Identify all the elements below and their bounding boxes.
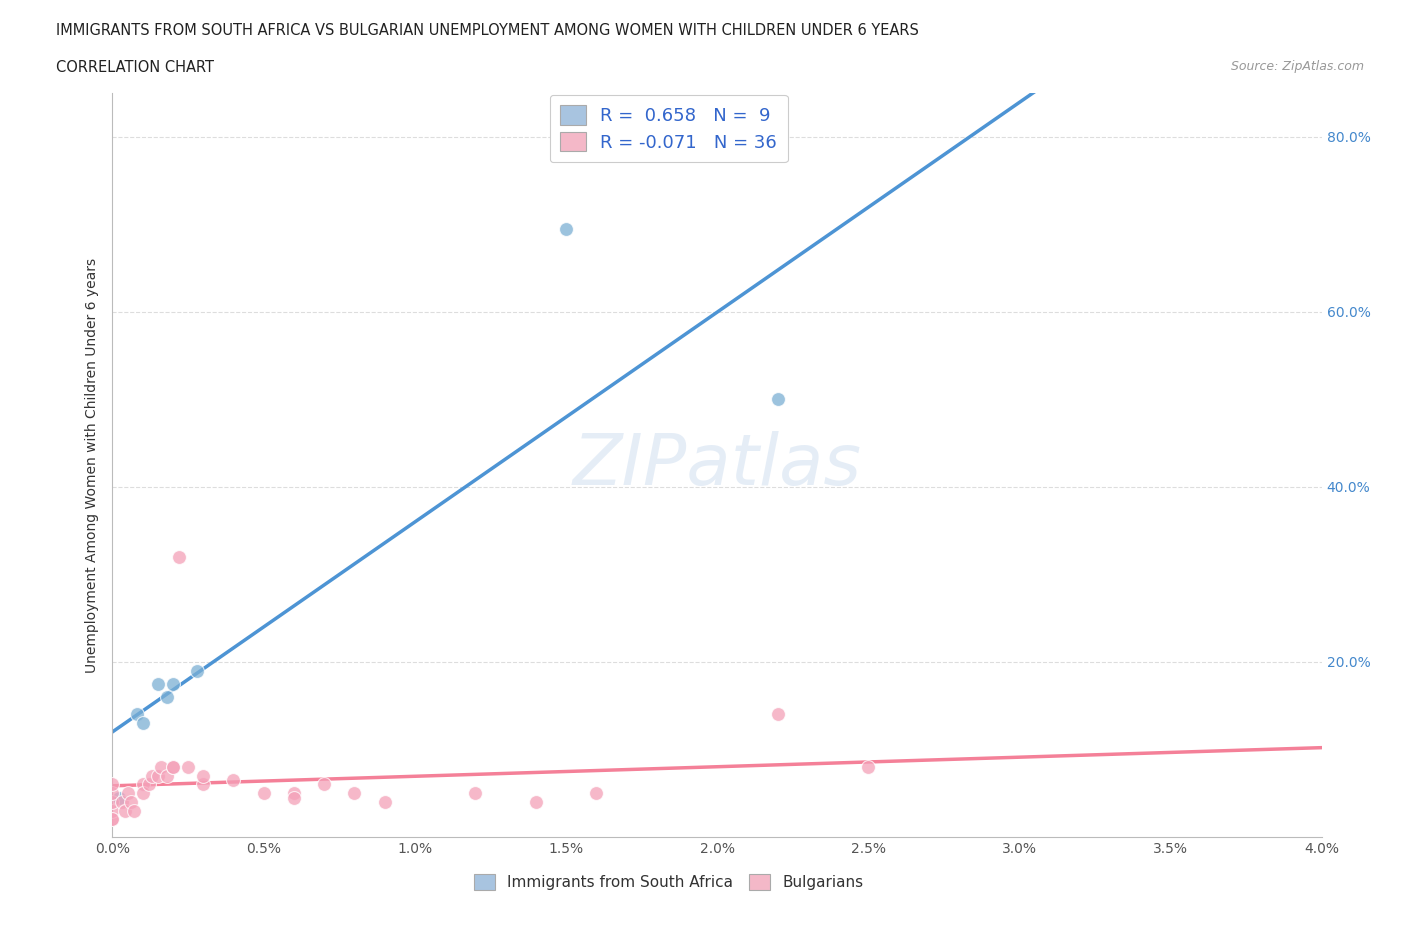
Point [156,689,179,704]
Point [125,707,148,722]
Point [766,392,789,406]
Point [222,773,245,788]
Legend: Immigrants from South Africa, Bulgarians: Immigrants from South Africa, Bulgarians [468,868,870,897]
Point [283,786,305,801]
Point [554,221,576,236]
Point [141,768,163,783]
Point [101,812,124,827]
Text: ZIPatlas: ZIPatlas [572,431,862,499]
Point [312,777,335,792]
Point [146,676,169,691]
Point [283,790,305,805]
Point [162,760,184,775]
Point [149,760,172,775]
Point [343,786,366,801]
Point [138,777,160,792]
Point [132,777,155,792]
Point [162,760,184,775]
Point [156,768,179,783]
Point [132,716,155,731]
Point [191,777,215,792]
Point [177,760,200,775]
Point [524,794,547,809]
Point [114,804,136,818]
Point [167,550,190,565]
Text: Source: ZipAtlas.com: Source: ZipAtlas.com [1230,60,1364,73]
Text: CORRELATION CHART: CORRELATION CHART [56,60,214,75]
Point [856,760,880,775]
Point [253,786,276,801]
Point [120,794,142,809]
Point [464,786,486,801]
Text: IMMIGRANTS FROM SOUTH AFRICA VS BULGARIAN UNEMPLOYMENT AMONG WOMEN WITH CHILDREN: IMMIGRANTS FROM SOUTH AFRICA VS BULGARIA… [56,23,920,38]
Point [191,768,215,783]
Point [766,707,789,722]
Point [373,794,396,809]
Point [146,768,169,783]
Point [101,794,124,809]
Point [101,777,124,792]
Point [101,812,124,827]
Point [162,676,184,691]
Point [101,804,124,818]
Point [122,804,145,818]
Y-axis label: Unemployment Among Women with Children Under 6 years: Unemployment Among Women with Children U… [86,258,100,672]
Point [117,786,139,801]
Point [110,794,132,809]
Point [107,790,129,805]
Point [186,663,208,678]
Point [132,786,155,801]
Point [101,786,124,801]
Point [585,786,607,801]
